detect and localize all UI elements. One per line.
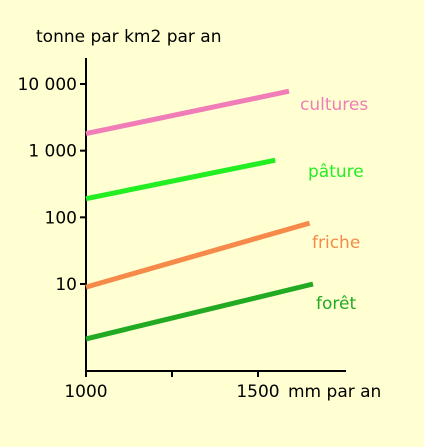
series-line xyxy=(85,88,290,137)
y-tick-label: 1 000 xyxy=(28,142,77,162)
x-ticks: 1000 1500 xyxy=(64,371,280,402)
y-ticks: 10 100 1 000 10 000 xyxy=(18,75,86,295)
series-line xyxy=(85,157,276,202)
series-labels: cultures pâture friche forêt xyxy=(300,95,368,314)
series-line xyxy=(85,220,311,290)
series-label: friche xyxy=(312,233,360,253)
y-tick-label: 10 000 xyxy=(18,75,77,95)
y-tick-label: 100 xyxy=(45,208,77,228)
y-axis-label: tonne par km2 par an xyxy=(36,27,222,47)
y-tick-label: 10 xyxy=(55,275,77,295)
x-tick-label: 1000 xyxy=(64,382,107,402)
x-tick-label: 1500 xyxy=(236,382,279,402)
series-label: forêt xyxy=(316,294,356,314)
series-label: pâture xyxy=(308,162,364,182)
series-label: cultures xyxy=(300,95,368,115)
x-axis-label: mm par an xyxy=(288,382,381,402)
series-lines xyxy=(85,88,314,342)
series-line xyxy=(85,281,314,342)
